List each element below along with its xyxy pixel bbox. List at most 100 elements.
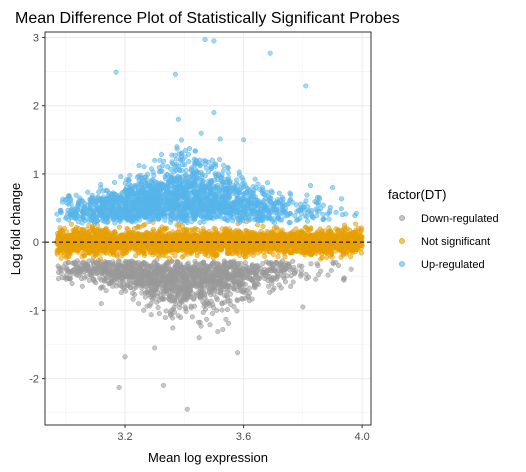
point-not-significant bbox=[116, 248, 122, 255]
point-down-regulated bbox=[173, 276, 179, 282]
point-down-regulated bbox=[224, 295, 230, 301]
point-down-regulated bbox=[303, 271, 309, 277]
point-down-regulated bbox=[262, 275, 268, 282]
point-down-regulated bbox=[192, 274, 198, 280]
point-down-regulated bbox=[79, 283, 85, 289]
point-down-regulated bbox=[246, 285, 252, 291]
point-not-significant bbox=[271, 225, 277, 231]
point-not-significant bbox=[79, 254, 85, 260]
point-down-regulated bbox=[74, 268, 80, 274]
point-not-significant bbox=[341, 249, 347, 255]
point-not-significant bbox=[125, 232, 131, 238]
point-down-regulated bbox=[249, 263, 255, 269]
point-not-significant bbox=[224, 234, 230, 240]
point-down-regulated bbox=[276, 282, 282, 288]
point-down-regulated bbox=[200, 259, 206, 265]
point-not-significant bbox=[61, 252, 67, 258]
point-down-regulated bbox=[160, 382, 167, 388]
point-down-regulated bbox=[182, 264, 188, 271]
point-not-significant bbox=[242, 251, 248, 257]
point-down-regulated bbox=[173, 263, 180, 269]
point-down-regulated bbox=[69, 281, 75, 287]
point-down-regulated bbox=[155, 304, 161, 311]
point-down-regulated bbox=[148, 300, 154, 306]
point-not-significant bbox=[353, 221, 359, 227]
point-not-significant bbox=[157, 226, 163, 233]
point-down-regulated bbox=[202, 306, 209, 312]
point-down-regulated bbox=[230, 268, 236, 274]
point-down-regulated bbox=[99, 270, 105, 277]
point-not-significant bbox=[147, 240, 153, 246]
point-not-significant bbox=[264, 245, 270, 252]
point-down-regulated bbox=[272, 268, 279, 274]
point-down-regulated bbox=[184, 406, 190, 412]
point-not-significant bbox=[211, 232, 217, 238]
point-not-significant bbox=[307, 233, 313, 239]
point-not-significant bbox=[349, 246, 355, 252]
point-down-regulated bbox=[204, 316, 210, 322]
point-down-regulated bbox=[175, 313, 181, 319]
point-down-regulated bbox=[239, 296, 245, 302]
point-not-significant bbox=[176, 226, 182, 232]
point-down-regulated bbox=[210, 310, 216, 316]
point-down-regulated bbox=[126, 277, 132, 283]
point-not-significant bbox=[211, 246, 217, 252]
point-not-significant bbox=[224, 250, 230, 256]
point-down-regulated bbox=[141, 307, 147, 313]
point-down-regulated bbox=[199, 277, 206, 283]
point-down-regulated bbox=[162, 280, 168, 286]
point-down-regulated bbox=[133, 277, 139, 283]
point-not-significant bbox=[200, 238, 206, 245]
point-not-significant bbox=[271, 231, 278, 237]
point-not-significant bbox=[188, 232, 194, 238]
points bbox=[54, 36, 365, 412]
point-not-significant bbox=[298, 249, 304, 255]
point-down-regulated bbox=[156, 310, 162, 317]
point-not-significant bbox=[130, 245, 136, 251]
point-down-regulated bbox=[266, 283, 272, 289]
point-not-significant bbox=[358, 250, 365, 256]
point-not-significant bbox=[358, 228, 364, 234]
point-not-significant bbox=[252, 230, 258, 236]
point-down-regulated bbox=[180, 270, 186, 276]
point-down-regulated bbox=[255, 276, 261, 282]
point-not-significant bbox=[350, 232, 356, 238]
point-down-regulated bbox=[174, 269, 180, 275]
point-down-regulated bbox=[259, 269, 265, 275]
point-not-significant bbox=[256, 244, 262, 250]
point-not-significant bbox=[313, 250, 319, 256]
point-not-significant bbox=[329, 232, 336, 238]
point-not-significant bbox=[224, 242, 230, 248]
point-down-regulated bbox=[123, 288, 129, 294]
point-not-significant bbox=[253, 235, 259, 241]
point-down-regulated bbox=[220, 326, 226, 333]
point-down-regulated bbox=[185, 292, 191, 299]
point-not-significant bbox=[260, 223, 266, 229]
point-not-significant bbox=[176, 247, 182, 253]
point-down-regulated bbox=[290, 279, 296, 285]
point-down-regulated bbox=[183, 308, 189, 314]
point-not-significant bbox=[317, 247, 323, 253]
point-down-regulated bbox=[130, 266, 136, 272]
point-down-regulated bbox=[148, 288, 155, 294]
point-down-regulated bbox=[325, 272, 331, 278]
point-down-regulated bbox=[177, 298, 183, 304]
point-down-regulated bbox=[118, 274, 124, 280]
point-down-regulated bbox=[207, 322, 213, 328]
point-down-regulated bbox=[104, 265, 110, 271]
point-down-regulated bbox=[168, 279, 174, 285]
point-down-regulated bbox=[220, 281, 226, 287]
point-not-significant bbox=[67, 236, 73, 242]
point-down-regulated bbox=[138, 274, 144, 280]
point-down-regulated bbox=[163, 308, 169, 314]
point-not-significant bbox=[359, 243, 365, 249]
point-down-regulated bbox=[247, 275, 253, 281]
point-not-significant bbox=[243, 227, 249, 234]
point-not-significant bbox=[305, 242, 311, 248]
point-not-significant bbox=[188, 249, 194, 255]
point-not-significant bbox=[116, 224, 122, 230]
point-not-significant bbox=[277, 244, 283, 250]
point-not-significant bbox=[78, 236, 84, 242]
point-down-regulated bbox=[121, 267, 127, 273]
